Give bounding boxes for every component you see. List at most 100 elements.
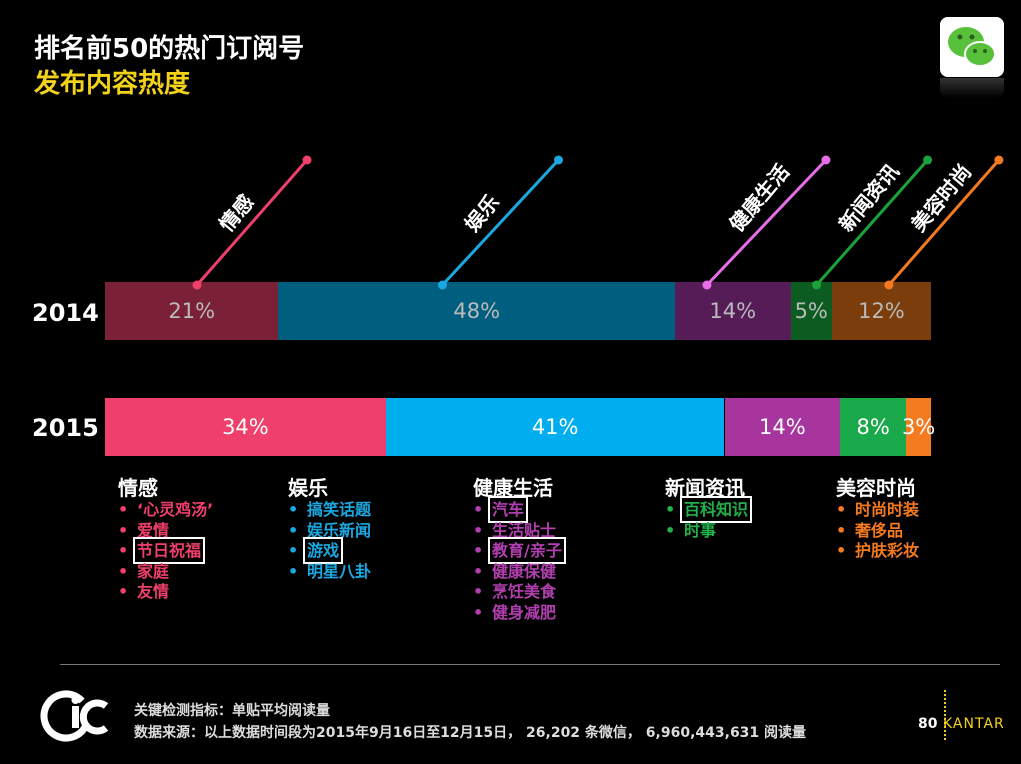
category-item-text: 健康保健: [492, 561, 557, 581]
category-item: 奢侈品: [836, 521, 919, 542]
callout-line-3: [815, 159, 929, 286]
category-item: ‘心灵鸡汤’: [118, 500, 213, 521]
bar-segment-2015-0: 34%: [105, 398, 386, 456]
bar-data-label: 48%: [453, 299, 501, 323]
callout-dot-3-0: [812, 280, 822, 290]
kantar-logo-dots: [944, 690, 948, 740]
callout-dot-1-0: [437, 280, 447, 290]
category-item-text: 教育/亲子: [488, 537, 566, 564]
callout-dot-4-1: [994, 155, 1004, 165]
year-label-2014: 2014: [32, 299, 99, 327]
bar-data-label: 12%: [858, 299, 905, 323]
callout-dot-0-1: [302, 155, 312, 165]
category-item-text: 健身减肥: [492, 602, 557, 622]
callout-label-0: 情感: [214, 190, 258, 236]
bar-data-label: 8%: [856, 415, 890, 439]
bar-data-label: 21%: [168, 299, 216, 323]
category-title-news: 新闻资讯: [665, 476, 745, 500]
category-item: 护肤彩妆: [836, 541, 919, 562]
category-item-text: 爱情: [137, 520, 170, 540]
category-title-beauty-fashion: 美容时尚: [836, 476, 916, 500]
bar-segment-2015-4: 3%: [902, 398, 935, 456]
callout-dot-0-0: [192, 280, 202, 290]
bar-segment-2014-3: 5%: [790, 282, 832, 340]
bar-segment-2014-4: 12%: [831, 282, 931, 340]
category-item-text: 明星八卦: [307, 561, 372, 581]
category-item: 汽车: [473, 496, 562, 523]
category-item: 爱情: [118, 521, 213, 542]
bar-segment-2015-1: 41%: [385, 398, 725, 456]
category-item-text: 节日祝福: [132, 537, 206, 564]
category-item: 时事: [665, 521, 748, 542]
category-item-text: 友情: [137, 582, 170, 601]
category-item: 生活贴士: [473, 521, 562, 542]
category-item-text: 护肤彩妆: [855, 541, 920, 560]
callout-dot-2-1: [821, 155, 831, 165]
category-list-entertainment: 搞笑话题娱乐新闻游戏明星八卦: [288, 500, 371, 582]
callout-line-0: [195, 159, 309, 286]
callout-label-1: 娱乐: [460, 190, 504, 236]
callout-line-1: [441, 158, 560, 287]
category-callouts: 情感 娱乐 健康生活 新闻资讯 美容时尚: [192, 155, 1004, 290]
category-item-text: 时尚时装: [855, 500, 920, 519]
category-item: 搞笑话题: [288, 500, 371, 521]
category-title-health-life: 健康生活: [473, 476, 553, 500]
category-item-text: 搞笑话题: [307, 500, 372, 519]
category-item-text: 生活贴士: [492, 520, 557, 540]
category-item: 健身减肥: [473, 603, 562, 624]
bar-data-label: 14%: [758, 415, 806, 439]
category-item: 明星八卦: [288, 562, 371, 583]
category-item: 健康保健: [473, 562, 562, 583]
callout-label-2: 健康生活: [724, 160, 794, 237]
category-item-text: 娱乐新闻: [307, 520, 372, 540]
bar-segment-2014-1: 48%: [278, 282, 675, 340]
wechat-icon-reflection: [940, 78, 1004, 98]
bar-data-label: 3%: [901, 415, 936, 439]
category-item: 娱乐新闻: [288, 521, 371, 542]
category-item: 百科知识: [665, 496, 753, 523]
category-list-beauty-fashion: 时尚时装奢侈品护肤彩妆: [836, 500, 919, 562]
category-item-text: 游戏: [302, 537, 344, 564]
page-number: 80: [918, 716, 938, 732]
category-item-text: 家庭: [137, 561, 170, 581]
bar-segment-2015-3: 8%: [840, 398, 907, 456]
page-subtitle: 发布内容热度: [34, 69, 191, 99]
category-item: 家庭: [118, 562, 213, 583]
category-list-emotion: ‘心灵鸡汤’爱情节日祝福家庭友情: [118, 500, 213, 603]
category-item-text: 时事: [684, 520, 717, 540]
category-item-text: 百科知识: [679, 496, 753, 523]
bar-data-label: 14%: [709, 299, 757, 323]
category-item-text: ‘心灵鸡汤’: [137, 500, 214, 519]
callout-dot-1-1: [553, 155, 563, 165]
category-item: 时尚时装: [836, 500, 919, 521]
callout-dot-2-0: [702, 280, 712, 290]
bar-segment-2014-2: 14%: [674, 282, 791, 340]
footer-divider: [60, 664, 1000, 665]
bar-data-label: 34%: [222, 415, 269, 439]
bar-segment-2015-2: 14%: [724, 398, 841, 456]
category-title-entertainment: 娱乐: [288, 476, 328, 500]
category-item: 游戏: [288, 537, 371, 564]
category-list-news: 百科知识时事: [665, 496, 753, 542]
year-label-2015: 2015: [32, 414, 99, 442]
bar-data-label: 41%: [531, 415, 579, 439]
category-item: 教育/亲子: [473, 537, 566, 564]
category-item-text: 烹饪美食: [492, 582, 557, 601]
category-title-emotion: 情感: [118, 476, 158, 500]
page-title: 排名前50的热门订阅号: [34, 34, 305, 64]
kantar-logo: KANTAR: [943, 716, 1005, 732]
wechat-icon: [940, 17, 1004, 77]
category-item-text: 奢侈品: [855, 520, 904, 540]
bar-segment-2014-0: 21%: [105, 282, 279, 340]
bar-data-label: 5%: [794, 299, 828, 323]
category-item: 节日祝福: [118, 537, 213, 564]
callout-line-4: [887, 159, 1001, 286]
callout-line-2: [705, 158, 828, 287]
category-list-health-life: 汽车生活贴士教育/亲子健康保健烹饪美食健身减肥: [473, 496, 566, 624]
callout-dot-3-1: [923, 155, 933, 165]
callout-dot-4-0: [884, 280, 894, 290]
footer-source-note: 数据来源：以上数据时间段为2015年9月16日至12月15日， 26,202 条…: [134, 725, 807, 741]
category-item: 烹饪美食: [473, 582, 562, 603]
footer-metric-note: 关键检测指标：单贴平均阅读量: [134, 703, 330, 719]
category-item-text: 汽车: [487, 496, 529, 523]
